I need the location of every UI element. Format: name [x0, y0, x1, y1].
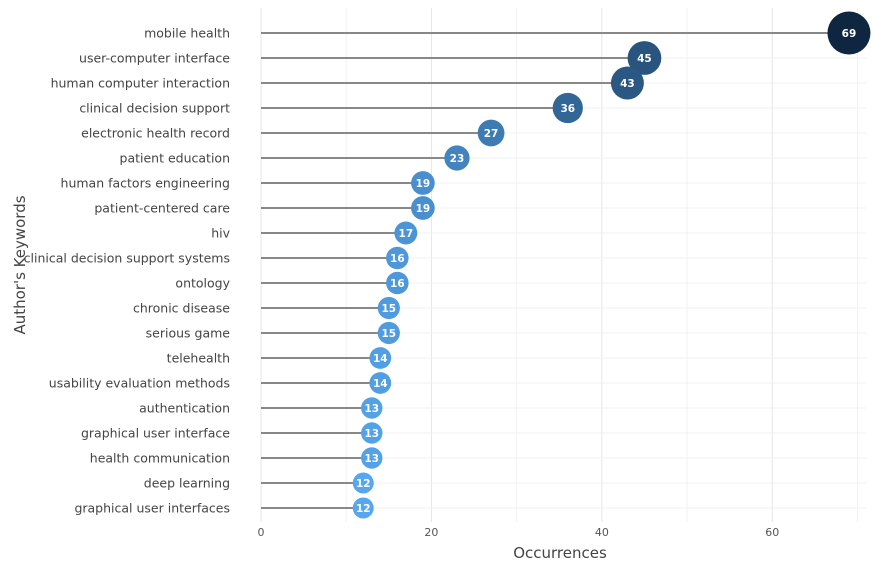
- x-tick-label: 60: [765, 526, 779, 539]
- data-point: [352, 497, 374, 519]
- category-label: health communication: [90, 451, 230, 466]
- data-label: 13: [364, 453, 379, 465]
- x-tick-labels: 0 20 40 60: [258, 526, 780, 539]
- data-label: 45: [637, 53, 652, 65]
- x-axis-title: Occurrences: [513, 544, 607, 562]
- data-label: 19: [416, 203, 431, 215]
- data-label: 15: [382, 303, 397, 315]
- category-label: mobile health: [144, 26, 230, 41]
- data-point: [369, 372, 392, 394]
- category-label: deep learning: [144, 476, 230, 491]
- data-point: [411, 171, 435, 195]
- data-point: [394, 221, 418, 245]
- data-label: 13: [364, 403, 379, 415]
- category-label: clinical decision support systems: [24, 251, 230, 266]
- data-label: 14: [373, 378, 388, 390]
- category-label: hiv: [211, 226, 230, 241]
- data-label: 12: [356, 478, 371, 490]
- category-label: graphical user interfaces: [74, 501, 230, 516]
- category-label: patient education: [120, 151, 230, 166]
- data-point: [477, 119, 505, 147]
- data-label: 16: [390, 253, 405, 265]
- data-point: [610, 66, 644, 100]
- data-point: [444, 145, 470, 171]
- data-point: [352, 472, 374, 494]
- category-label: chronic disease: [133, 301, 230, 316]
- data-label: 13: [364, 428, 379, 440]
- category-label: patient-centered care: [94, 201, 230, 216]
- data-point: [377, 296, 400, 320]
- data-label: 15: [382, 328, 397, 340]
- category-label: graphical user interface: [81, 426, 230, 441]
- x-tick-label: 40: [595, 526, 609, 539]
- category-label: user-computer interface: [79, 51, 230, 66]
- category-label: usability evaluation methods: [49, 376, 230, 391]
- data-point: [386, 271, 409, 295]
- category-label: telehealth: [167, 351, 230, 366]
- data-label: 23: [450, 153, 465, 165]
- x-tick-label: 0: [258, 526, 265, 539]
- stems: [261, 32, 849, 509]
- data-label: 43: [620, 78, 635, 90]
- grid-lines: [260, 8, 866, 522]
- category-label: clinical decision support: [79, 101, 230, 116]
- category-label: human factors engineering: [61, 176, 230, 191]
- category-label: human computer interaction: [51, 76, 230, 91]
- data-label: 69: [842, 28, 857, 40]
- data-point: [827, 11, 871, 55]
- category-label: serious game: [146, 326, 231, 341]
- data-point: [386, 246, 409, 270]
- data-label: 17: [399, 228, 414, 240]
- category-label: ontology: [175, 276, 230, 291]
- data-label: 14: [373, 353, 388, 365]
- data-point: [552, 92, 583, 124]
- data-label: 16: [390, 278, 405, 290]
- data-point: [361, 422, 383, 444]
- data-point: [627, 41, 662, 75]
- category-labels: mobile health user-computer interface huma…: [24, 26, 231, 516]
- data-point: [361, 447, 383, 469]
- data-point: [369, 347, 392, 369]
- data-point: [361, 397, 383, 419]
- data-point: [411, 196, 435, 220]
- x-tick-label: 20: [424, 526, 438, 539]
- data-label: 36: [560, 103, 575, 115]
- dots: 69 45 43 36 27 23 19 19 17 16 16 15 15 14 14 13 13 13 12 12: [352, 11, 871, 519]
- category-label: authentication: [139, 401, 230, 416]
- category-label: electronic health record: [81, 126, 230, 141]
- data-point: [377, 321, 400, 345]
- data-label: 19: [416, 178, 431, 190]
- data-label: 12: [356, 503, 371, 515]
- data-label: 27: [484, 128, 499, 140]
- y-axis-title: Author's Keywords: [11, 195, 29, 334]
